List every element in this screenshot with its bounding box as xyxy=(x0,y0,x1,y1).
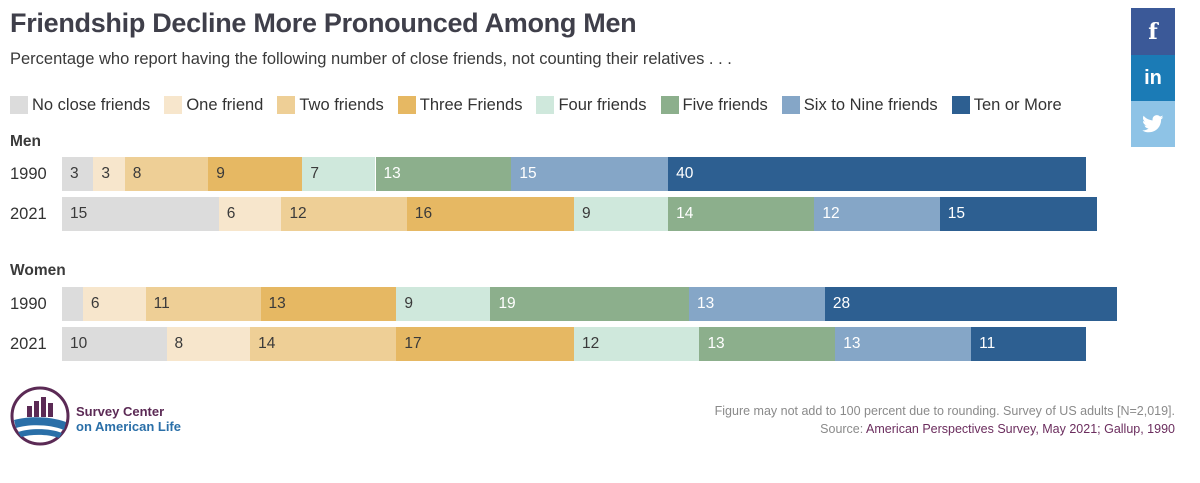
linkedin-share-button[interactable]: in xyxy=(1131,55,1175,101)
bar-segment-men-2021-2: 6 xyxy=(218,197,282,231)
group-label-men: Men xyxy=(10,133,41,150)
bar-segment-women-2021-1: 10 xyxy=(62,327,167,361)
bar-segment-men-2021-7: 12 xyxy=(814,197,940,231)
bar-segment-women-2021-2: 8 xyxy=(166,327,251,361)
legend-item: Four friends xyxy=(536,95,647,115)
row-label-women-1990: 1990 xyxy=(10,295,47,313)
bar-segment-women-2021-5: 12 xyxy=(574,327,700,361)
legend-swatch xyxy=(277,96,296,114)
legend-swatch xyxy=(781,96,800,114)
bar-segment-men-1990-8: 40 xyxy=(668,157,1087,191)
legend-label: Ten or More xyxy=(973,95,1062,114)
bar-segment-women-2021-4: 17 xyxy=(396,327,575,361)
legend-item: One friend xyxy=(164,96,263,115)
group-label-women: Women xyxy=(10,262,66,279)
bar-segment-women-1990-5: 9 xyxy=(396,287,491,321)
legend-swatch xyxy=(951,96,970,114)
legend-item: Five friends xyxy=(660,95,768,115)
bar-segment-men-1990-1: 3 xyxy=(62,157,94,191)
logo-text: Survey Center on American Life xyxy=(76,404,181,434)
legend-label: Two friends xyxy=(299,95,384,114)
bar-segment-women-1990-8: 28 xyxy=(824,287,1118,321)
legend-swatch xyxy=(164,96,183,114)
legend-label: Four friends xyxy=(558,95,647,114)
bar-men-1990: 3 3 8 9 7 13 15 40 xyxy=(62,157,1087,191)
source-line: Source: American Perspectives Survey, Ma… xyxy=(820,422,1175,436)
legend-swatch xyxy=(660,96,679,114)
row-label-women-2021: 2021 xyxy=(10,335,47,353)
legend-label: Five friends xyxy=(682,95,768,114)
chart-title: Friendship Decline More Pronounced Among… xyxy=(10,8,637,38)
legend-label: Three Friends xyxy=(419,95,523,114)
facebook-icon: f xyxy=(1148,18,1158,45)
survey-center-logo xyxy=(10,386,70,446)
bar-segment-women-2021-7: 13 xyxy=(835,327,972,361)
bar-segment-men-1990-7: 15 xyxy=(511,157,669,191)
legend-label: One friend xyxy=(186,95,264,114)
legend-item: Two friends xyxy=(277,95,384,115)
bar-segment-women-1990-6: 19 xyxy=(490,287,689,321)
legend-item: No close friends xyxy=(10,96,150,115)
row-label-men-2021: 2021 xyxy=(10,205,47,223)
bar-segment-men-1990-4: 9 xyxy=(208,157,303,191)
bar-segment-women-2021-3: 14 xyxy=(250,327,397,361)
legend-swatch xyxy=(536,96,555,114)
logo-line-2: on American Life xyxy=(76,419,181,434)
source-text: American Perspectives Survey, May 2021; … xyxy=(866,422,1175,436)
legend-swatch xyxy=(397,96,416,114)
legend-label: Six to Nine friends xyxy=(803,95,938,114)
bar-segment-women-1990-3: 11 xyxy=(145,287,261,321)
legend-item: Three Friends xyxy=(397,95,523,115)
twitter-share-button[interactable] xyxy=(1131,101,1175,147)
linkedin-icon: in xyxy=(1144,66,1162,89)
logo-line-1: Survey Center xyxy=(76,404,165,419)
chart-subtitle: Percentage who report having the followi… xyxy=(10,50,732,68)
bar-segment-women-2021-8: 11 xyxy=(971,327,1087,361)
bar-segment-women-1990-1 xyxy=(62,287,83,321)
legend-swatch xyxy=(10,96,28,114)
bar-segment-women-1990-2: 6 xyxy=(82,287,146,321)
bar-women-1990: 6 11 13 9 19 13 28 xyxy=(62,287,1118,321)
row-label-men-1990: 1990 xyxy=(10,165,47,183)
bar-segment-men-2021-1: 15 xyxy=(62,197,219,231)
bar-segment-women-1990-4: 13 xyxy=(260,287,397,321)
bar-segment-men-2021-8: 15 xyxy=(939,197,1097,231)
bar-segment-men-2021-4: 16 xyxy=(406,197,575,231)
source-prefix: Source: xyxy=(820,422,864,436)
bar-segment-women-2021-6: 13 xyxy=(699,327,836,361)
bar-segment-men-1990-5: 7 xyxy=(302,157,376,191)
bar-segment-men-2021-6: 14 xyxy=(668,197,815,231)
bar-segment-men-1990-6: 13 xyxy=(375,157,512,191)
footnote: Figure may not add to 100 percent due to… xyxy=(714,404,1175,418)
bar-segment-men-2021-5: 9 xyxy=(574,197,669,231)
bar-segment-women-1990-7: 13 xyxy=(689,287,825,321)
bar-women-2021: 10 8 14 17 12 13 13 11 xyxy=(62,327,1087,361)
twitter-icon xyxy=(1142,115,1164,133)
bar-men-2021: 15 6 12 16 9 14 12 15 xyxy=(62,197,1097,231)
legend-item: Six to Nine friends xyxy=(781,95,938,115)
legend-item: Ten or More xyxy=(951,95,1062,115)
facebook-share-button[interactable]: f xyxy=(1131,8,1175,55)
legend-label: No close friends xyxy=(32,95,151,114)
bar-segment-men-2021-3: 12 xyxy=(281,197,407,231)
bar-segment-men-1990-3: 8 xyxy=(124,157,209,191)
legend: No close friends One friend Two friends … xyxy=(10,94,1076,116)
bar-segment-men-1990-2: 3 xyxy=(93,157,125,191)
